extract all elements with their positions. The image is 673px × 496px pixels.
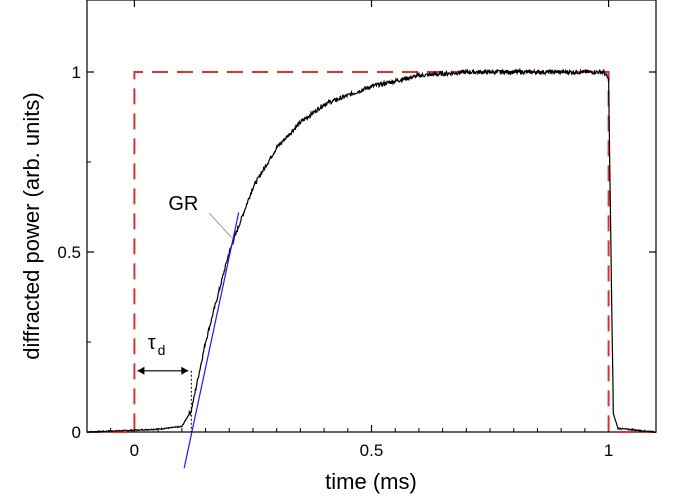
y-tick-label: 1 (72, 63, 81, 82)
annotation-gr: GR (168, 193, 198, 215)
y-axis-label: diffracted power (arb. units) (19, 92, 44, 359)
x-axis-label: time (ms) (325, 469, 417, 494)
series-line-1 (86, 67, 657, 434)
series-line-2 (183, 212, 240, 469)
x-tick-label: 1 (604, 441, 613, 460)
series-line-0 (87, 71, 656, 433)
x-tick-label: 0 (130, 441, 139, 460)
axis-ticks: 0 0.5 1 0 0.5 1 (57, 0, 657, 460)
annotation-tau-subscript: d (158, 342, 166, 358)
y-tick-label: 0.5 (57, 243, 81, 262)
annotations: GR τ d (137, 193, 232, 432)
x-tick-label: 0.5 (360, 441, 384, 460)
series-layer (86, 67, 657, 469)
gr-leader-line (208, 212, 232, 238)
y-tick-label: 0 (72, 423, 81, 442)
tau-arrow-head-left (137, 366, 145, 375)
tau-arrow-head-right (181, 366, 189, 375)
plot-area (86, 0, 657, 433)
